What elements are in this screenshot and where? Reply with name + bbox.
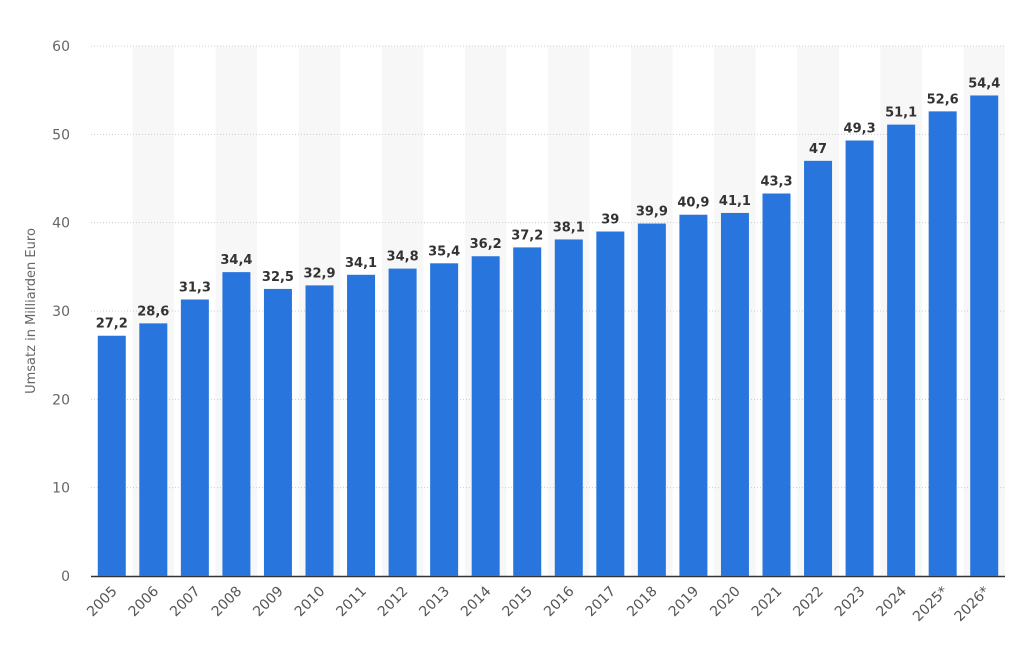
- data-label: 34,1: [345, 256, 377, 271]
- x-tick-label: 2005: [84, 584, 121, 621]
- x-tick-label: 2009: [250, 584, 287, 621]
- data-label: 37,2: [511, 228, 543, 243]
- data-label: 32,5: [262, 270, 294, 285]
- bar: [845, 140, 874, 576]
- x-tick-label: 2010: [292, 584, 329, 621]
- data-label: 40,9: [677, 196, 709, 211]
- y-tick-label: 40: [52, 216, 70, 232]
- data-label: 52,6: [927, 92, 959, 107]
- x-tick-label: 2013: [416, 584, 453, 621]
- x-tick-label: 2026*: [952, 584, 993, 625]
- y-tick-label: 0: [61, 569, 70, 585]
- x-tick-label: 2018: [624, 584, 661, 621]
- bar: [637, 223, 666, 577]
- data-label: 28,6: [137, 304, 169, 319]
- bar: [804, 160, 833, 577]
- bar: [762, 193, 791, 576]
- y-tick-label: 60: [52, 39, 70, 55]
- data-label: 39: [601, 213, 619, 228]
- bar: [720, 212, 749, 576]
- bar: [347, 274, 376, 576]
- y-tick-label: 20: [52, 392, 70, 408]
- x-tick-label: 2020: [707, 584, 744, 621]
- x-tick-label: 2021: [749, 584, 786, 621]
- bar: [263, 288, 292, 576]
- data-label: 34,8: [387, 250, 419, 265]
- bar: [887, 124, 916, 576]
- x-tick-label: 2011: [333, 584, 370, 621]
- bar: [139, 323, 168, 576]
- x-tick-label: 2014: [458, 583, 495, 620]
- data-label: 32,9: [303, 266, 335, 281]
- bar: [388, 268, 417, 576]
- data-label: 36,2: [470, 237, 502, 252]
- bar: [679, 214, 708, 576]
- bar: [554, 239, 583, 576]
- y-tick-label: 50: [52, 127, 70, 143]
- data-label: 31,3: [179, 281, 211, 296]
- data-label: 49,3: [844, 122, 876, 137]
- bar: [222, 272, 251, 576]
- data-label: 27,2: [96, 317, 128, 332]
- data-label: 39,9: [636, 205, 668, 220]
- y-tick-label: 10: [52, 481, 70, 497]
- x-tick-label: 2015: [500, 584, 537, 621]
- x-tick-label: 2019: [666, 584, 703, 621]
- data-label: 35,4: [428, 244, 460, 259]
- x-tick-label: 2023: [832, 584, 869, 621]
- bar: [513, 247, 542, 576]
- x-tick-label: 2007: [167, 584, 204, 621]
- x-tick-label: 2012: [375, 584, 412, 621]
- bar: [430, 263, 459, 576]
- bar: [180, 299, 209, 576]
- x-tick-label: 2025*: [910, 584, 951, 625]
- data-label: 41,1: [719, 194, 751, 209]
- bar: [305, 285, 334, 576]
- bar: [970, 95, 999, 576]
- bar: [471, 256, 500, 576]
- data-label: 38,1: [553, 220, 585, 235]
- x-tick-label: 2006: [126, 583, 163, 620]
- data-label: 47: [809, 142, 827, 157]
- data-label: 43,3: [760, 175, 792, 190]
- bar: [97, 335, 126, 576]
- bar: [596, 231, 625, 576]
- x-tick-label: 2017: [583, 584, 620, 621]
- data-label: 51,1: [885, 106, 917, 121]
- x-tick-label: 2016: [541, 583, 578, 620]
- bar: [928, 111, 957, 576]
- y-axis-label: Umsatz in Milliarden Euro: [24, 228, 39, 394]
- x-tick-label: 2008: [209, 584, 246, 621]
- x-tick-label: 2022: [790, 584, 827, 621]
- data-label: 34,4: [220, 253, 252, 268]
- x-tick-label: 2024: [873, 583, 910, 620]
- y-tick-label: 30: [52, 304, 70, 320]
- data-label: 54,4: [968, 76, 1000, 91]
